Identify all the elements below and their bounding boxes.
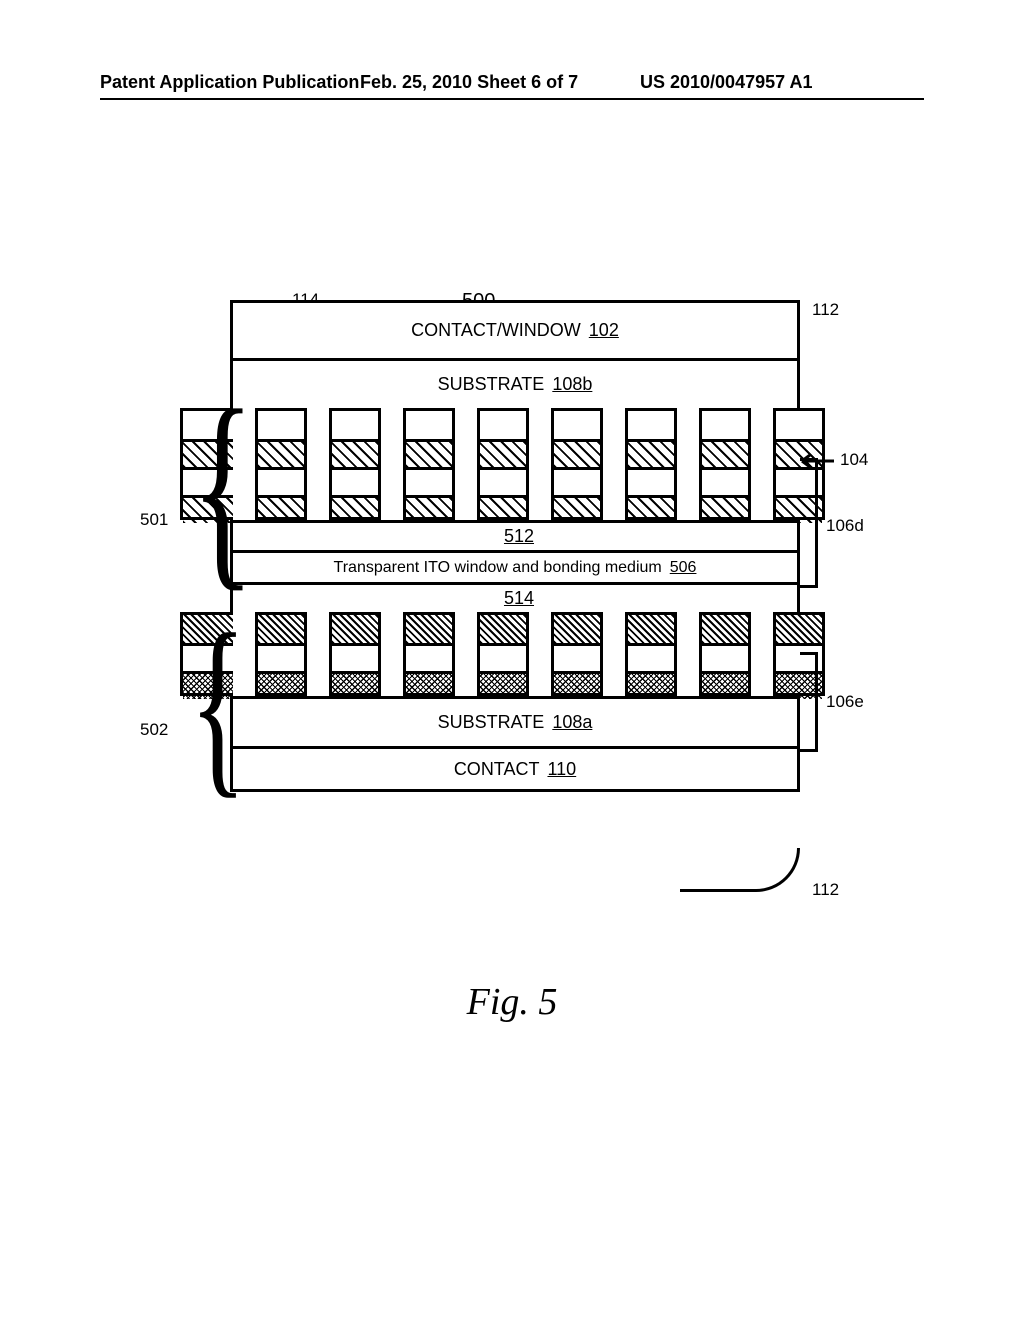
ref-112-bottom: 112 [812, 880, 839, 900]
layer-514: 514 [230, 582, 800, 612]
ref-104: 104 [840, 450, 868, 470]
layer-stack: CONTACT/WINDOW 102 SUBSTRATE 108b 512 Tr… [180, 300, 800, 792]
layer-contact-window-label: CONTACT/WINDOW [411, 320, 581, 341]
layer-substrate-a-num: 108a [552, 712, 592, 733]
header-left: Patent Application Publication [100, 72, 359, 93]
layer-substrate-b-label: SUBSTRATE [438, 374, 545, 395]
figure-caption: Fig. 5 [0, 980, 1024, 1024]
layer-contact-window-num: 102 [589, 320, 619, 341]
layer-contact-num: 110 [547, 759, 576, 780]
layer-ito-num: 506 [670, 559, 697, 577]
layer-substrate-a: SUBSTRATE 108a [230, 696, 800, 746]
layer-substrate-a-label: SUBSTRATE [438, 712, 545, 733]
layer-contact-window: CONTACT/WINDOW 102 [230, 300, 800, 358]
page: Patent Application Publication Feb. 25, … [0, 0, 1024, 1320]
ref-501: 501 [140, 510, 168, 530]
bracket-106d [800, 458, 818, 588]
pillar-group-502 [180, 612, 800, 696]
brace-502: { [189, 620, 247, 790]
ref-112-top: 112 [812, 300, 839, 320]
ref-502: 502 [140, 720, 168, 740]
layer-contact: CONTACT 110 [230, 746, 800, 792]
header-right: US 2010/0047957 A1 [640, 72, 812, 93]
layer-ito: Transparent ITO window and bonding mediu… [230, 550, 800, 582]
layer-contact-label: CONTACT [454, 759, 540, 780]
layer-512: 512 [230, 520, 800, 550]
ref-106e: 106e [826, 692, 864, 712]
pillar-group-501 [180, 408, 800, 520]
header-mid: Feb. 25, 2010 Sheet 6 of 7 [360, 72, 578, 93]
layer-512-num: 512 [504, 526, 534, 547]
layer-substrate-b: SUBSTRATE 108b [230, 358, 800, 408]
arc-to-112-bottom [680, 848, 800, 892]
ref-106d: 106d [826, 516, 864, 536]
brace-501: { [191, 394, 254, 581]
layer-514-num: 514 [504, 588, 534, 609]
header-rule [100, 98, 924, 100]
bracket-106e [800, 652, 818, 752]
layer-substrate-b-num: 108b [552, 374, 592, 395]
layer-ito-label: Transparent ITO window and bonding mediu… [334, 559, 662, 577]
